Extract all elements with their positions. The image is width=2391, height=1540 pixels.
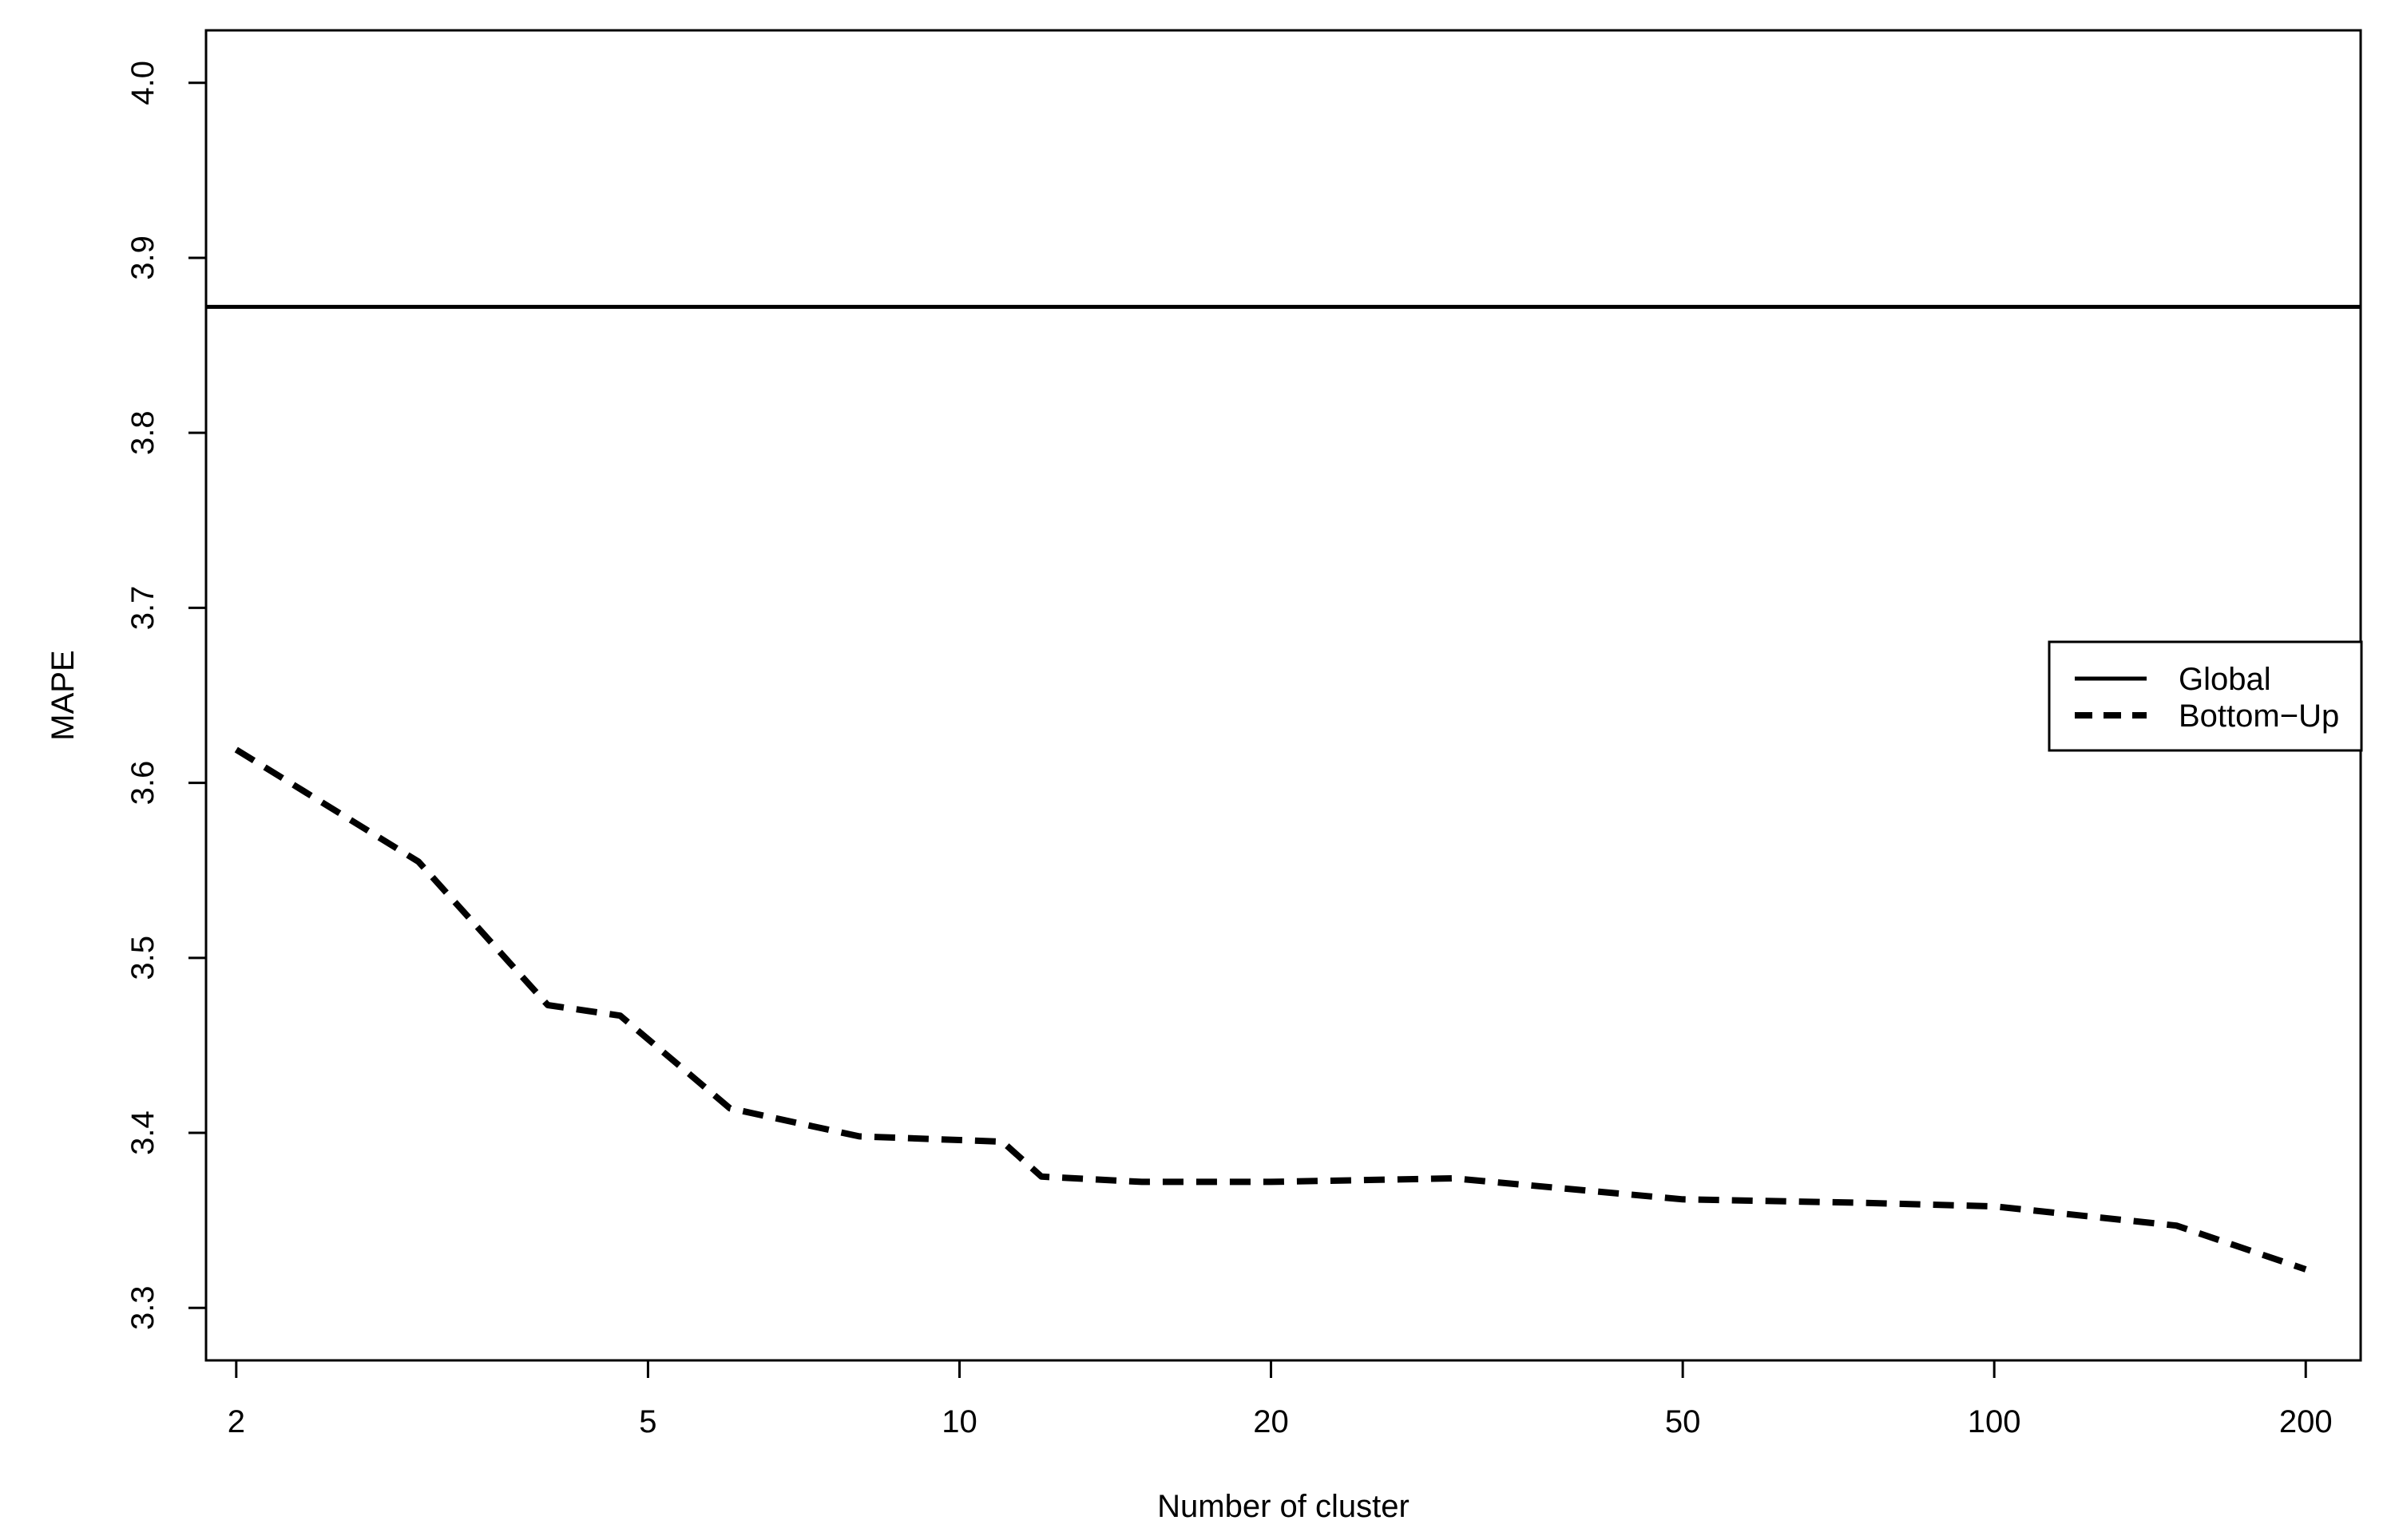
x-axis-title: Number of cluster — [1157, 1489, 1410, 1524]
series-line-bottom-up — [234, 746, 2307, 1273]
y-tick-label: 4.0 — [125, 61, 161, 105]
x-tick-label: 100 — [1968, 1404, 2021, 1439]
y-tick-label: 3.8 — [125, 410, 161, 455]
y-tick-label: 3.7 — [125, 586, 161, 631]
y-axis: 3.3 3.4 3.5 3.6 3.7 3.8 3.9 4.0 — [125, 61, 208, 1330]
x-tick-label: 5 — [639, 1404, 656, 1439]
x-tick-label: 10 — [942, 1404, 977, 1439]
legend-label-bottom-up: Bottom−Up — [2179, 699, 2339, 734]
legend: Global Bottom−Up — [2048, 640, 2363, 752]
y-tick-label: 3.3 — [125, 1285, 161, 1330]
x-axis: 2 5 10 20 50 100 200 — [228, 1359, 2333, 1439]
y-tick-label: 3.4 — [125, 1110, 161, 1155]
y-tick-label: 3.6 — [125, 761, 161, 806]
x-tick-label: 2 — [228, 1404, 245, 1439]
y-tick-label: 3.5 — [125, 936, 161, 980]
y-axis-title: MAPE — [46, 650, 81, 740]
x-tick-label: 200 — [2279, 1404, 2333, 1439]
legend-box — [2048, 640, 2363, 752]
x-tick-label: 20 — [1253, 1404, 1289, 1439]
plot-frame — [204, 29, 2362, 1362]
series-layer — [206, 304, 2361, 1273]
y-tick-label: 3.9 — [125, 236, 161, 280]
x-tick-label: 50 — [1665, 1404, 1701, 1439]
legend-label-global: Global — [2179, 662, 2271, 697]
